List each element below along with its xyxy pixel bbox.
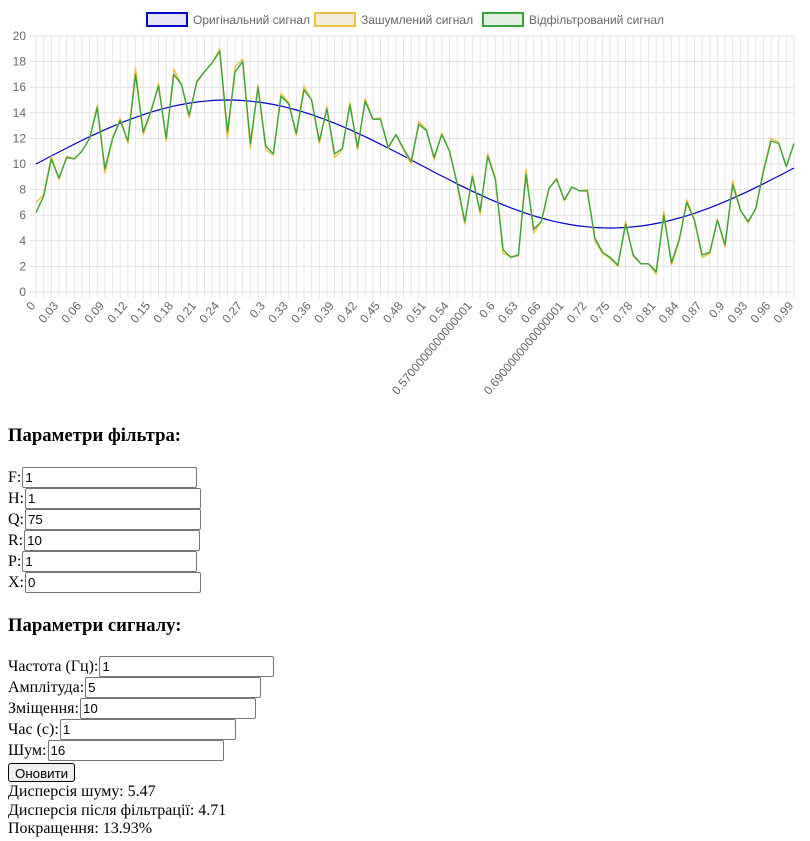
filter-field-f: F: <box>8 467 798 488</box>
x-tick-label: 0.81 <box>633 299 659 326</box>
y-tick-label: 12 <box>13 131 27 145</box>
x-tick-label: 0.96 <box>748 299 774 326</box>
x-tick-label: 0.93 <box>725 299 751 326</box>
filter-x-label: X: <box>8 574 24 591</box>
time-input[interactable] <box>59 719 236 740</box>
signal-field-time: Час (с): <box>8 719 798 740</box>
signal-field-amplitude: Амплітуда: <box>8 677 798 698</box>
y-tick-label: 10 <box>13 157 27 171</box>
y-tick-label: 16 <box>13 80 27 94</box>
filter-x-input[interactable] <box>25 572 201 593</box>
filtered-variance-text: Дисперсія після фільтрації: 4.71 <box>8 801 227 819</box>
filter-h-input[interactable] <box>25 488 201 509</box>
signal-params-heading: Параметри сигналу: <box>8 615 182 636</box>
frequency-label: Частота (Гц): <box>8 658 99 675</box>
y-tick-label: 4 <box>19 234 26 248</box>
x-tick-label: 0.18 <box>150 299 176 326</box>
y-tick-label: 0 <box>19 285 26 299</box>
x-tick-label: 0.21 <box>173 299 199 326</box>
x-tick-label: 0.75 <box>587 299 613 326</box>
amplitude-label: Амплітуда: <box>8 679 85 696</box>
x-tick-label: 0.15 <box>127 299 153 326</box>
settings-panel: Параметри фільтра: F: H: Q: R: P: X: Пар… <box>8 420 798 839</box>
x-tick-label: 0.72 <box>564 299 590 326</box>
x-tick-label: 0.42 <box>334 299 360 326</box>
x-tick-label: 0.87 <box>679 299 705 326</box>
y-tick-label: 8 <box>19 183 26 197</box>
filter-f-label: F: <box>8 469 22 486</box>
update-button[interactable]: Оновити <box>8 762 76 782</box>
filter-p-input[interactable] <box>22 551 198 572</box>
y-tick-label: 18 <box>13 55 27 69</box>
filter-p-label: P: <box>8 553 22 570</box>
filter-h-label: H: <box>8 490 24 507</box>
legend-swatch <box>482 12 524 27</box>
x-tick-label: 0.48 <box>380 299 406 326</box>
x-tick-label: 0.39 <box>311 299 337 326</box>
filter-r-label: R: <box>8 532 24 549</box>
signal-chart: 0 2 4 6 8 10 12 14 16 18 20 0 0.03 0.06 0.09 0.12 0.15 0.… <box>0 0 810 415</box>
offset-label: Зміщення: <box>8 700 79 717</box>
x-tick-label: 0.45 <box>357 299 383 326</box>
filter-field-x: X: <box>8 572 798 593</box>
time-label: Час (с): <box>8 721 59 738</box>
signal-field-frequency: Частота (Гц): <box>8 656 798 677</box>
x-tick-label: 0.51 <box>403 299 429 326</box>
signal-chart-svg: 0246810121416182000.030.060.090.120.150.… <box>13 12 797 397</box>
x-tick-label: 0.36 <box>288 299 314 326</box>
filter-field-p: P: <box>8 551 798 572</box>
noise-input[interactable] <box>47 740 224 761</box>
signal-field-noise: Шум: <box>8 740 798 761</box>
legend-label: Зашумлений сигнал <box>361 13 473 27</box>
filter-field-r: R: <box>8 530 798 551</box>
y-tick-label: 20 <box>13 29 27 43</box>
filter-field-h: H: <box>8 488 798 509</box>
filter-f-input[interactable] <box>22 467 198 488</box>
y-tick-label: 2 <box>19 259 26 273</box>
series-line-3 <box>35 50 795 273</box>
x-tick-label: 0.78 <box>610 299 636 326</box>
x-tick-label: 0.27 <box>219 299 245 326</box>
offset-input[interactable] <box>79 698 256 719</box>
x-tick-label: 0.03 <box>36 299 62 326</box>
x-tick-label: 0 <box>23 299 38 313</box>
x-tick-label: 0.63 <box>495 299 521 326</box>
filter-r-input[interactable] <box>24 530 201 551</box>
improvement-text: Покращення: 13.93% <box>8 820 153 837</box>
x-tick-label: 0.84 <box>656 299 682 326</box>
x-tick-label: 0.06 <box>58 299 84 326</box>
filter-field-q: Q: <box>8 509 798 530</box>
filter-params-heading: Параметри фільтра: <box>8 425 182 446</box>
x-tick-label: 0.12 <box>104 299 130 326</box>
filter-q-label: Q: <box>8 511 24 528</box>
filter-q-input[interactable] <box>25 509 201 530</box>
x-tick-label: 0.99 <box>771 299 797 326</box>
legend-label: Оригінальний сигнал <box>193 13 310 27</box>
legend-label: Відфільтрований сигнал <box>529 13 664 27</box>
x-tick-label: 0.33 <box>265 299 291 326</box>
y-tick-label: 6 <box>19 208 26 222</box>
amplitude-input[interactable] <box>85 677 262 698</box>
noise-label: Шум: <box>8 742 47 759</box>
x-tick-label: 0.24 <box>196 299 222 326</box>
legend-swatch <box>314 12 356 27</box>
noise-variance-text: Дисперсія шуму: 5.47 <box>8 783 156 800</box>
legend-swatch <box>146 12 188 27</box>
y-tick-label: 14 <box>13 106 27 120</box>
frequency-input[interactable] <box>99 656 275 677</box>
signal-field-offset: Зміщення: <box>8 698 798 719</box>
x-tick-label: 0.09 <box>81 299 107 326</box>
